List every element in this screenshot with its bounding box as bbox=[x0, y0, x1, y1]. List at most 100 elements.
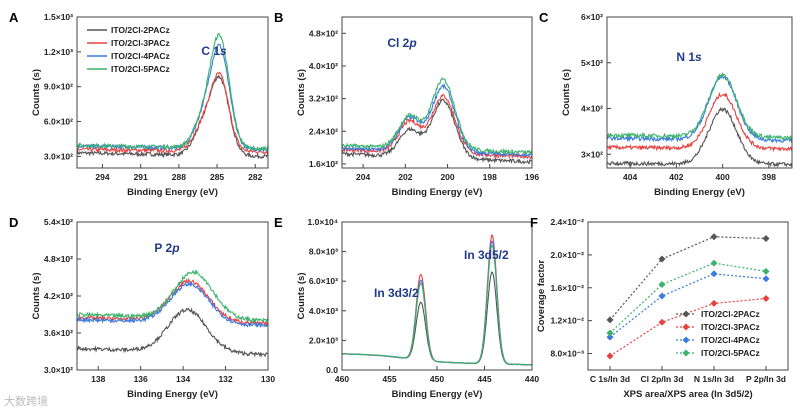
series-group bbox=[606, 71, 793, 168]
x-tick-label: 440 bbox=[525, 374, 539, 384]
x-tick-label: 198 bbox=[483, 172, 497, 182]
x-tick-label: 288 bbox=[172, 172, 186, 182]
data-point bbox=[606, 333, 614, 341]
x-tick-label: 294 bbox=[95, 172, 109, 182]
peak-annotation-in3d52: In 3d5/2 bbox=[464, 248, 509, 262]
series-line-ITO/2Cl-5PACz bbox=[609, 262, 767, 334]
x-tick-label: 398 bbox=[762, 172, 776, 182]
y-tick-label: 6×10² bbox=[581, 12, 603, 22]
x-tick-label: 136 bbox=[134, 374, 148, 384]
spectrum-ITO/2Cl-5PACz bbox=[341, 244, 533, 366]
y-tick-label: 2.4×10² bbox=[309, 126, 338, 136]
x-axis-label: XPS area/XPS area (In 3d5/2) bbox=[623, 389, 752, 400]
watermark: 大数跨境 bbox=[4, 394, 48, 408]
panel-label: E bbox=[274, 215, 283, 230]
legend-label: ITO/2Cl-2PACz bbox=[701, 309, 760, 319]
x-tick-label: 202 bbox=[398, 172, 412, 182]
y-axis-label: Counts (s) bbox=[561, 69, 572, 116]
x-tick-label: P 2p/In 3d bbox=[746, 374, 786, 384]
panel-F: F 8.0×10⁻³ 1.2×10⁻² 1.6×10⁻² 2.0×10⁻² 2.4×10⁻… bbox=[530, 215, 789, 400]
panel-label: A bbox=[9, 10, 19, 25]
x-tick-label: 450 bbox=[430, 374, 444, 384]
y-tick-label: 8.0×10⁻³ bbox=[550, 349, 584, 359]
panel-label: F bbox=[530, 215, 538, 230]
x-tick-label: 196 bbox=[525, 172, 539, 182]
peak-annotation: Cl 2p bbox=[387, 36, 416, 50]
legend-marker bbox=[682, 349, 690, 357]
legend-label: ITO/2Cl-4PACz bbox=[701, 335, 760, 345]
peak-annotation-in3d32: In 3d3/2 bbox=[374, 286, 419, 300]
spectrum-ITO/2Cl-4PACz bbox=[76, 280, 269, 328]
data-point bbox=[762, 275, 770, 283]
series-group bbox=[76, 269, 269, 358]
y-tick-label: 1.6×10⁻² bbox=[550, 283, 584, 293]
y-tick-label: 8.0×10³ bbox=[309, 247, 338, 257]
data-point bbox=[606, 316, 614, 324]
series-line-ITO/2Cl-4PACz bbox=[609, 273, 767, 338]
x-tick-label: 404 bbox=[623, 172, 637, 182]
plot-frame bbox=[606, 16, 793, 169]
x-tick-label: 460 bbox=[335, 374, 349, 384]
spectrum-ITO/2Cl-3PACz bbox=[606, 91, 793, 153]
legend-marker bbox=[682, 310, 690, 318]
data-point bbox=[762, 294, 770, 302]
data-point bbox=[606, 329, 614, 337]
plot-frame bbox=[341, 221, 533, 371]
spectrum-ITO/2Cl-2PACz bbox=[341, 98, 533, 165]
data-point bbox=[658, 280, 666, 288]
y-tick-label: 0.0 bbox=[326, 365, 338, 375]
panel-A: A 3.0×10² 6.0×10² 9.0×10² 1.2×10³ 1.5×10³ 294 2… bbox=[9, 10, 269, 198]
x-tick-label: 204 bbox=[356, 172, 370, 182]
series-group bbox=[341, 234, 533, 366]
data-point bbox=[710, 299, 718, 307]
x-tick-label: 200 bbox=[440, 172, 454, 182]
y-tick-label: 3.2×10² bbox=[309, 94, 338, 104]
spectrum-ITO/2Cl-2PACz bbox=[76, 74, 269, 160]
spectrum-ITO/2Cl-2PACz bbox=[606, 106, 793, 168]
x-tick-label: N 1s/In 3d bbox=[694, 374, 734, 384]
x-axis-label: Binding Energy (eV) bbox=[127, 389, 218, 400]
y-tick-label: 9.0×10² bbox=[44, 82, 73, 92]
y-tick-label: 1.6×10² bbox=[309, 159, 338, 169]
spectrum-ITO/2Cl-5PACz bbox=[76, 32, 269, 152]
y-tick-label: 4.2×10² bbox=[44, 291, 73, 301]
data-point bbox=[762, 234, 770, 242]
y-axis-label: Counts (s) bbox=[31, 69, 42, 116]
y-tick-label: 2.4×10⁻² bbox=[550, 217, 584, 227]
x-tick-label: 282 bbox=[248, 172, 262, 182]
data-point bbox=[710, 233, 718, 241]
y-axis-label: Counts (s) bbox=[296, 273, 307, 320]
legend-label: ITO/2Cl-2PACz bbox=[111, 25, 170, 35]
data-point bbox=[658, 318, 666, 326]
legend-label: ITO/2Cl-3PACz bbox=[111, 38, 170, 48]
x-tick-label: 402 bbox=[669, 172, 683, 182]
plot-frame bbox=[76, 16, 269, 169]
spectrum-ITO/2Cl-2PACz bbox=[76, 307, 269, 358]
series-group bbox=[76, 32, 269, 160]
peak-annotation: C 1s bbox=[201, 44, 227, 58]
y-axis-label: Counts (s) bbox=[296, 69, 307, 116]
data-point bbox=[762, 267, 770, 275]
y-tick-label: 5.4×10² bbox=[44, 217, 73, 227]
spectrum-ITO/2Cl-5PACz bbox=[341, 76, 533, 156]
y-tick-label: 1.2×10⁻² bbox=[550, 316, 584, 326]
y-tick-label: 4.0×10³ bbox=[309, 306, 338, 316]
y-tick-label: 3.0×10² bbox=[44, 151, 73, 161]
x-axis-label: Binding Energy (eV) bbox=[127, 187, 218, 198]
peak-annotation: P 2p bbox=[154, 241, 179, 255]
y-tick-label: 3×10² bbox=[581, 149, 603, 159]
y-tick-label: 1.2×10³ bbox=[44, 47, 73, 57]
panel-D: D 3.0×10² 3.6×10² 4.2×10² 4.8×10² 5.4×10² 138 1… bbox=[9, 215, 275, 400]
plot-frame bbox=[587, 221, 789, 371]
y-tick-label: 4.8×10² bbox=[44, 254, 73, 264]
y-tick-label: 3.6×10² bbox=[44, 328, 73, 338]
legend-label: ITO/2Cl-5PACz bbox=[701, 348, 760, 358]
x-axis-label: Binding Energy (eV) bbox=[654, 187, 745, 198]
y-tick-label: 2.0×10⁻² bbox=[550, 250, 584, 260]
legend-marker bbox=[682, 323, 690, 331]
panel-C: C 3×10² 4×10² 5×10² 6×10² 404 402 400 398 Binding… bbox=[539, 10, 793, 198]
legend-marker bbox=[682, 336, 690, 344]
x-tick-label: 132 bbox=[218, 374, 232, 384]
series-group bbox=[341, 76, 533, 165]
